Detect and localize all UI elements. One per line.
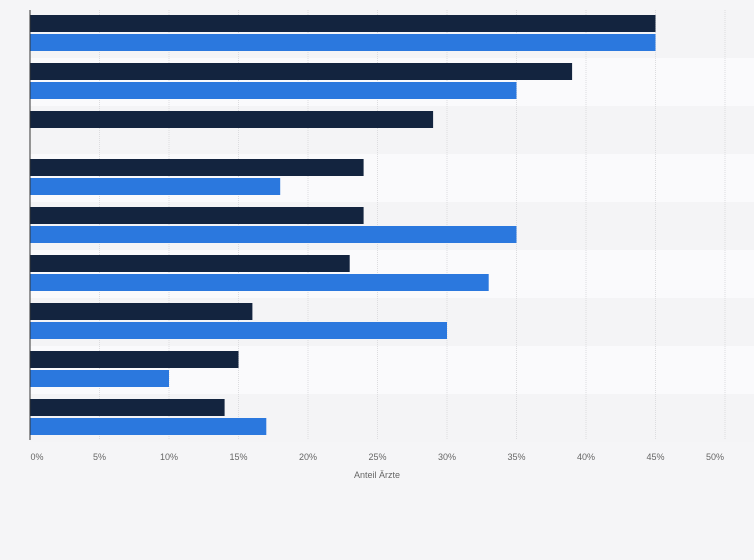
bar-series1: [30, 15, 656, 32]
bar-series2: [30, 274, 489, 291]
x-axis-title: Anteil Ärzte: [354, 470, 400, 480]
bars: [30, 15, 656, 435]
bar-series2: [30, 418, 267, 435]
x-tick-label: 20%: [299, 452, 317, 462]
bar-series2: [30, 82, 517, 99]
x-tick-label: 40%: [577, 452, 595, 462]
bar-series1: [30, 159, 364, 176]
x-tick-label: 5%: [93, 452, 106, 462]
bar-series1: [30, 63, 573, 80]
bar-series2: [30, 34, 656, 51]
bar-series1: [30, 351, 239, 368]
x-tick-label: 0%: [30, 452, 43, 462]
bar-series1: [30, 399, 225, 416]
x-tick-label: 15%: [229, 452, 247, 462]
x-tick-label: 10%: [160, 452, 178, 462]
bar-series1: [30, 207, 364, 224]
x-tick-label: 45%: [646, 452, 664, 462]
bar-series2: [30, 322, 447, 339]
x-tick-label: 35%: [507, 452, 525, 462]
bar-series1: [30, 303, 253, 320]
x-tick-label: 30%: [438, 452, 456, 462]
x-tick-labels: 0% 5% 10% 15% 20% 25% 30% 35% 40% 45% 50%: [30, 452, 724, 462]
bar-series2: [30, 226, 517, 243]
bar-series1: [30, 255, 350, 272]
bar-series2: [30, 370, 169, 387]
x-tick-label: 25%: [368, 452, 386, 462]
x-tick-label: 50%: [706, 452, 724, 462]
bar-series1: [30, 111, 434, 128]
bar-series2: [30, 178, 281, 195]
